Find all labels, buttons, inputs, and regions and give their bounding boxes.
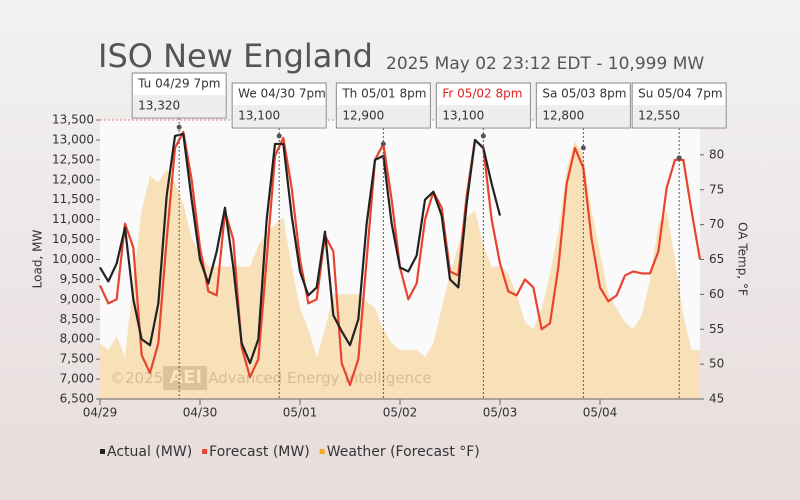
annotation-point: [176, 124, 182, 130]
x-tick-label: 04/30: [183, 406, 218, 420]
legend-swatch: [100, 449, 105, 454]
annotation-value-box: [437, 105, 530, 127]
annotation-label: Tu 04/29 7pm: [137, 77, 220, 91]
weather-area: [100, 140, 700, 400]
watermark-part: Advanced Energy Intelligence: [208, 369, 431, 387]
annotation-value-box: [337, 105, 430, 127]
y-tick-label: 10,500: [52, 232, 94, 246]
y-axis-label: Load, MW: [31, 230, 45, 289]
y-tick-label: 6,500: [60, 392, 94, 406]
y-tick-label: 13,000: [52, 132, 94, 146]
y2-tick-label: 60: [709, 287, 724, 301]
chart-title: ISO New England: [98, 37, 373, 75]
y-tick-label: 11,000: [52, 212, 94, 226]
legend-label: Forecast (MW): [209, 444, 310, 460]
annotation-point: [480, 133, 486, 139]
y-tick-label: 7,500: [60, 352, 94, 366]
y-tick-label: 13,500: [52, 113, 94, 127]
watermark-part: AEI: [169, 367, 202, 388]
y2-tick-label: 80: [709, 147, 724, 161]
x-tick-label: 05/01: [283, 406, 318, 420]
y-tick-label: 12,000: [52, 172, 94, 186]
annotation-value-box: [133, 95, 226, 117]
y-tick-label: 8,000: [60, 332, 94, 346]
y-tick-label: 9,500: [60, 272, 94, 286]
annotation-value-box: [233, 105, 326, 127]
y2-tick-label: 45: [709, 392, 724, 406]
annotation-point: [276, 133, 282, 139]
y-tick-label: 10,000: [52, 252, 94, 266]
annotation-point: [380, 141, 386, 147]
x-tick-label: 05/02: [383, 406, 418, 420]
annotation-value: 13,320: [138, 99, 180, 113]
y2-tick-label: 70: [709, 217, 724, 231]
annotation-label: We 04/30 7pm: [238, 87, 326, 101]
x-tick-label: 05/04: [583, 406, 618, 420]
y-tick-label: 9,000: [60, 292, 94, 306]
legend-label: Weather (Forecast °F): [327, 444, 480, 460]
x-tick-label: 05/03: [483, 406, 518, 420]
annotation-value-box: [537, 105, 630, 127]
y-tick-label: 12,500: [52, 152, 94, 166]
annotation-point: [580, 145, 586, 151]
annotation-value: 12,550: [638, 109, 680, 123]
annotation-label: Th 05/01 8pm: [341, 87, 426, 101]
y-tick-label: 11,500: [52, 192, 94, 206]
watermark-box: [163, 366, 207, 390]
y-tick-label: 8,500: [60, 312, 94, 326]
annotation-label: Fr 05/02 8pm: [442, 87, 522, 101]
y2-tick-label: 65: [709, 252, 724, 266]
annotation-value: 13,100: [442, 109, 484, 123]
y2-tick-label: 50: [709, 357, 724, 371]
y2-axis-label: OA Temp, °F: [736, 222, 750, 296]
y-tick-label: 7,000: [60, 372, 94, 386]
legend-swatch: [319, 449, 325, 454]
annotation-value-box: [633, 105, 726, 127]
series-line: [99, 132, 502, 365]
annotation-value: 12,800: [542, 109, 584, 123]
y2-tick-label: 55: [709, 322, 724, 336]
annotation-label: Sa 05/03 8pm: [542, 87, 626, 101]
chart-subtitle: 2025 May 02 23:12 EDT - 10,999 MW: [386, 54, 704, 74]
legend-label: Actual (MW): [107, 444, 192, 460]
annotation-point: [676, 155, 682, 161]
legend-swatch: [202, 449, 208, 454]
x-tick-label: 04/29: [83, 406, 118, 420]
y2-tick-label: 75: [709, 182, 724, 196]
annotation-value: 13,100: [238, 109, 280, 123]
annotation-label: Su 05/04 7pm: [638, 87, 722, 101]
annotation-value: 12,900: [342, 109, 384, 123]
